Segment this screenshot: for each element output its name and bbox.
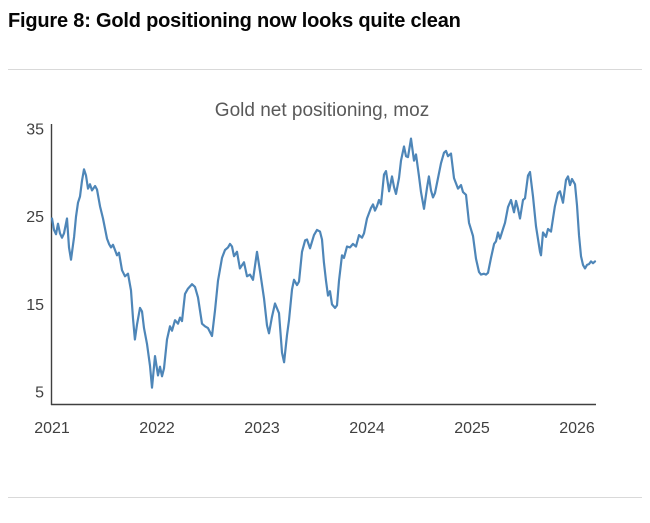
y-tick-label: 35	[26, 122, 44, 139]
x-tick-label: 2026	[559, 420, 595, 437]
bottom-divider	[8, 497, 642, 498]
y-axis-tick-labels: 35 25 15 5	[26, 122, 44, 402]
x-tick-label: 2021	[34, 420, 70, 437]
chart-title: Gold net positioning, moz	[215, 100, 429, 121]
x-tick-label: 2023	[244, 420, 280, 437]
y-tick-label: 5	[35, 385, 44, 402]
figure-heading: Figure 8: Gold positioning now looks qui…	[8, 10, 461, 32]
top-divider	[8, 69, 642, 70]
x-tick-label: 2024	[349, 420, 385, 437]
x-axis-tick-labels: 2021 2022 2023 2024 2025 2026	[34, 420, 595, 437]
y-tick-label: 25	[26, 209, 44, 226]
y-tick-label: 15	[26, 297, 44, 314]
x-tick-label: 2022	[139, 420, 175, 437]
x-tick-label: 2025	[454, 420, 490, 437]
line-series-gold-net-positioning	[50, 137, 597, 389]
